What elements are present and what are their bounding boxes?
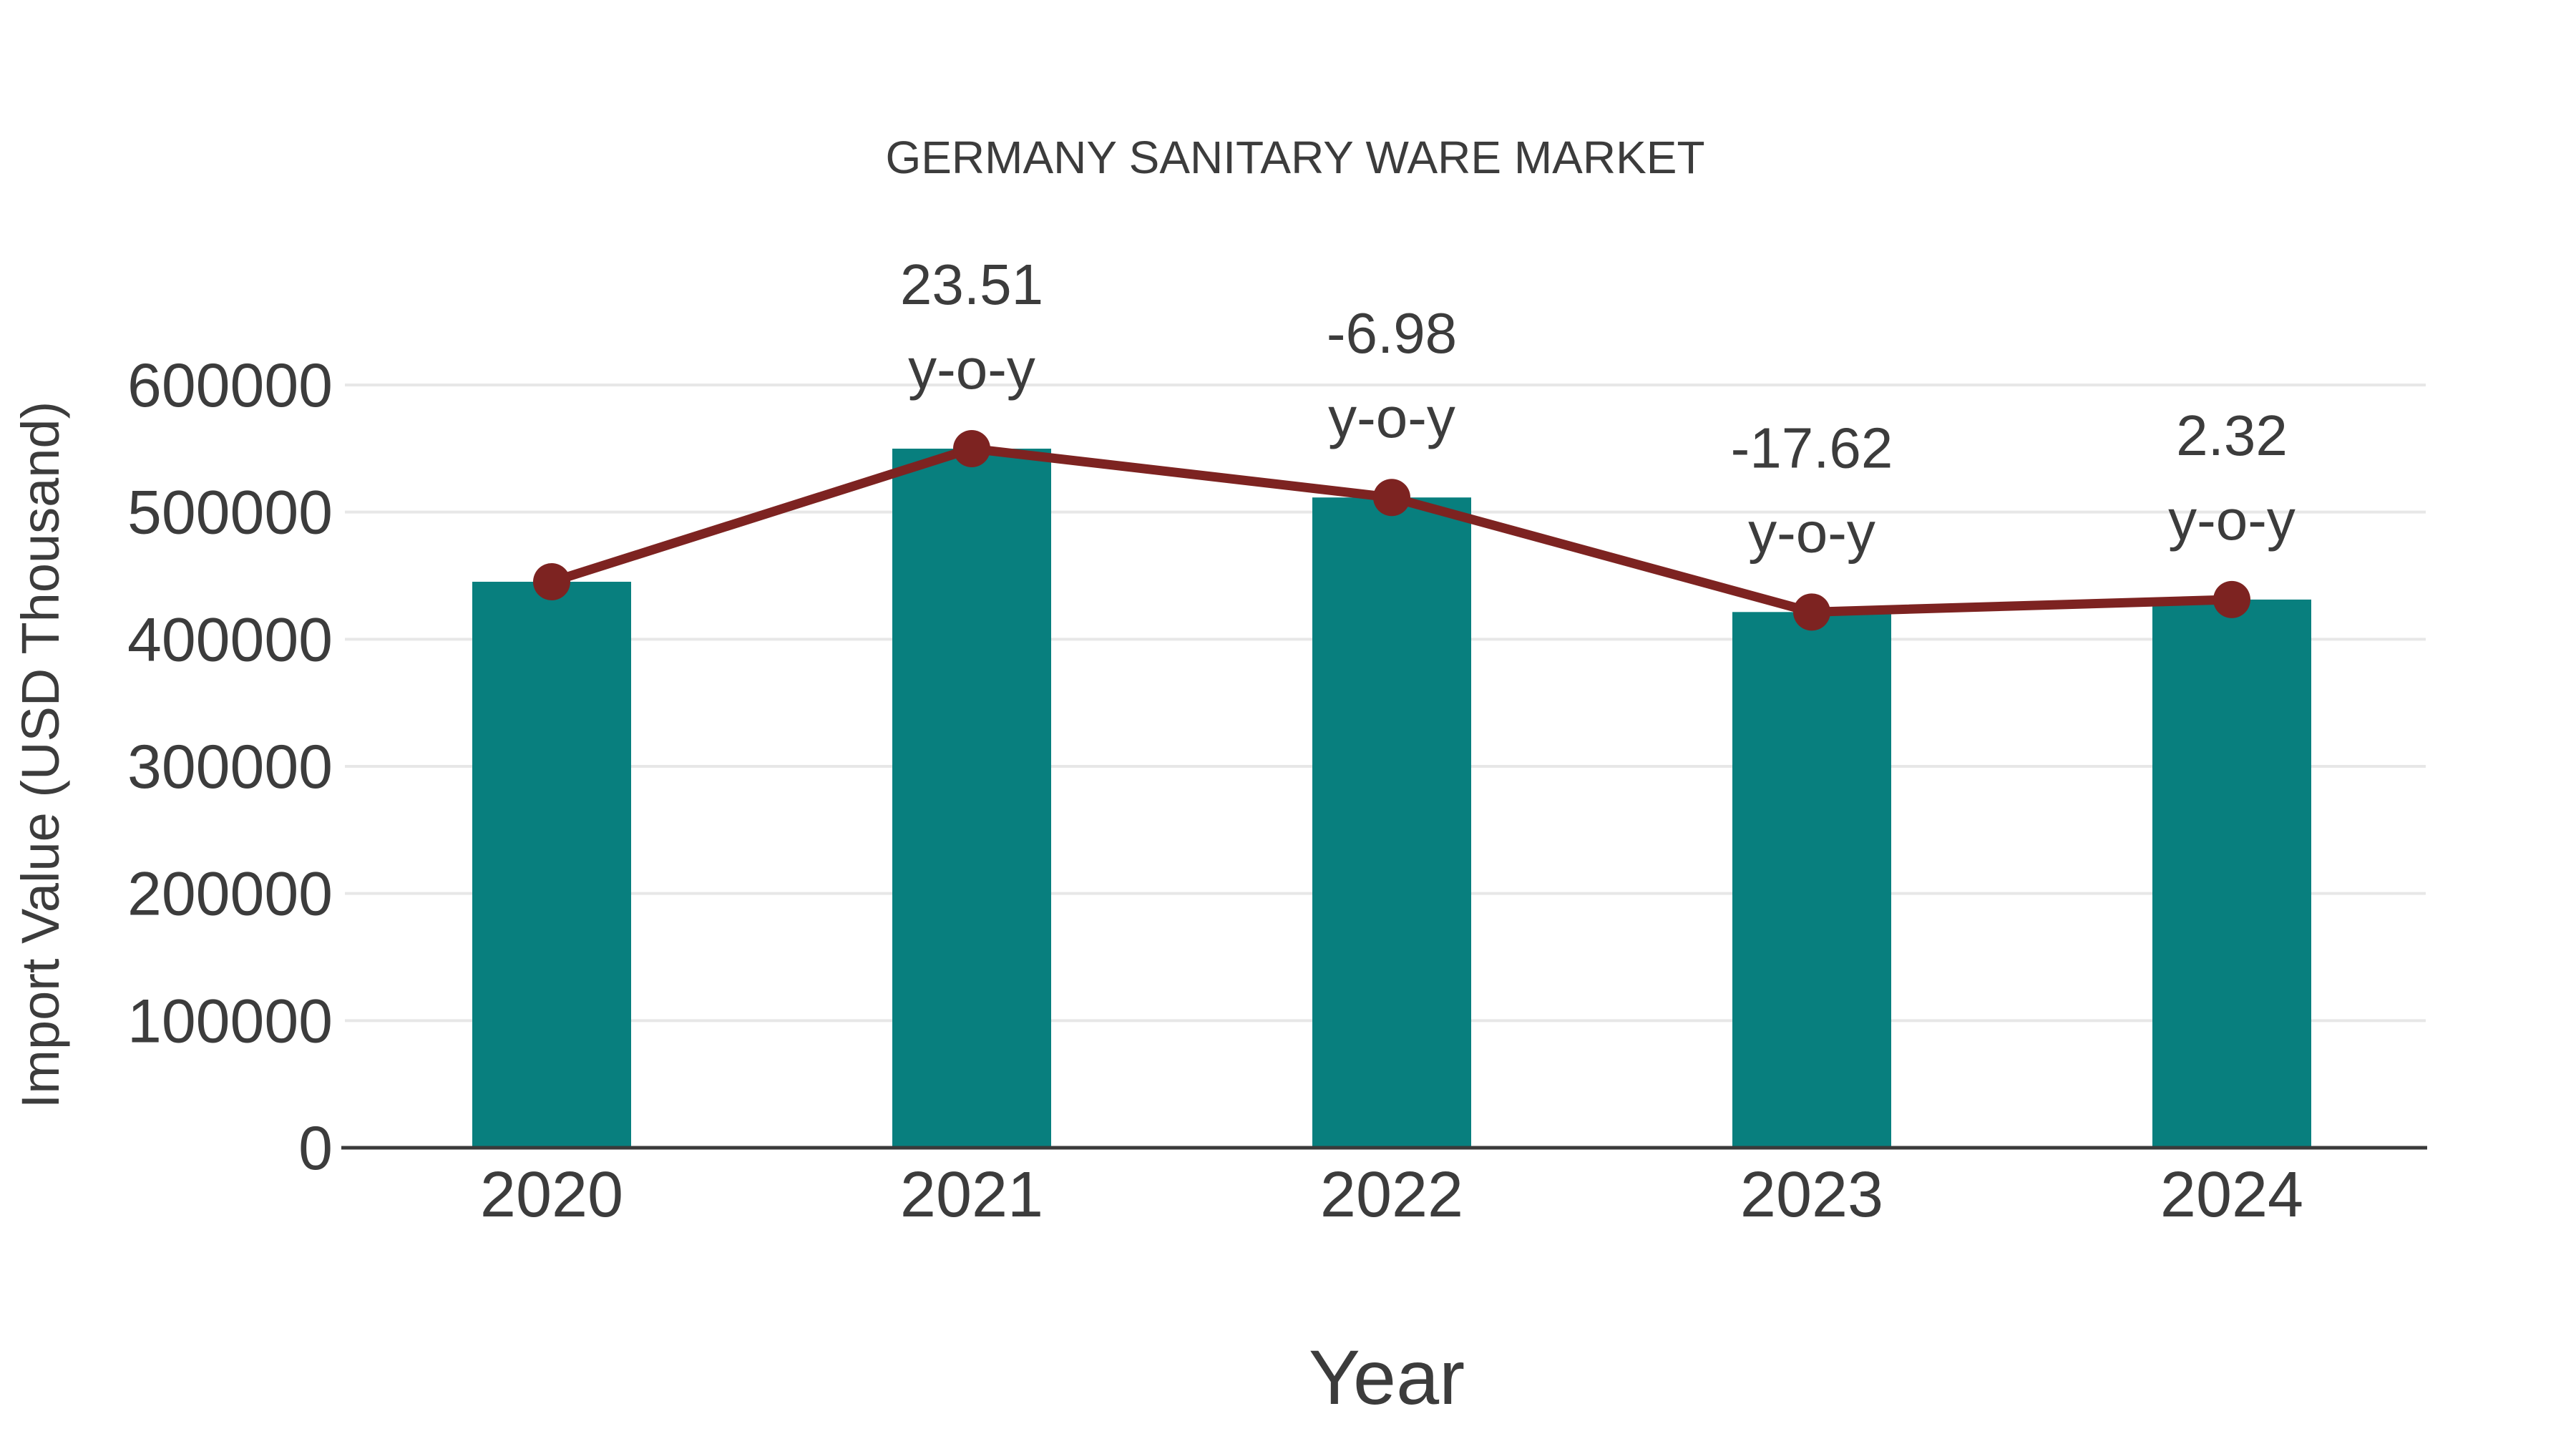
y-axis-title: Import Value (USD Thousand): [11, 401, 70, 1109]
x-tick-label-2020: 2020: [480, 1159, 623, 1231]
annotation-value-2022: -6.98: [1327, 301, 1457, 365]
bar-2021: [892, 449, 1051, 1148]
annotation-suffix-2024: y-o-y: [2168, 488, 2296, 552]
line-marker-2022: [1373, 479, 1410, 517]
y-tick-label-300000: 300000: [127, 733, 333, 801]
annotation-value-2023: -17.62: [1731, 416, 1893, 479]
line-series-group: [533, 430, 2250, 631]
chart-title: GERMANY SANITARY WARE MARKET: [885, 132, 1704, 183]
y-tick-label-200000: 200000: [127, 860, 333, 929]
y-tick-label-600000: 600000: [127, 351, 333, 420]
annotation-value-2021: 23.51: [900, 253, 1043, 316]
y-tick-label-400000: 400000: [127, 605, 333, 674]
x-tick-label-2024: 2024: [2160, 1159, 2303, 1231]
bar-2022: [1312, 497, 1471, 1148]
bar-2020: [472, 582, 631, 1148]
x-tick-label-2022: 2022: [1320, 1159, 1463, 1231]
bar-2024: [2152, 599, 2311, 1148]
annotation-value-2024: 2.32: [2176, 404, 2288, 467]
x-tick-labels-group: 2020 2021 2022 2023 2024: [480, 1159, 2303, 1231]
x-tick-label-2023: 2023: [1740, 1159, 1883, 1231]
line-marker-2021: [953, 430, 990, 468]
annotations-group: 23.51 y-o-y -6.98 y-o-y -17.62 y-o-y 2.32 y-o-y: [900, 253, 2296, 564]
annotation-suffix-2023: y-o-y: [1748, 500, 1875, 564]
bar-2023: [1732, 612, 1891, 1148]
annotation-suffix-2021: y-o-y: [908, 337, 1035, 401]
line-marker-2024: [2213, 580, 2250, 618]
bars-group: [472, 449, 2311, 1148]
x-tick-label-2021: 2021: [900, 1159, 1043, 1231]
annotation-suffix-2022: y-o-y: [1328, 386, 1455, 449]
line-marker-2020: [533, 563, 570, 601]
y-tick-label-100000: 100000: [127, 987, 333, 1055]
y-tick-label-0: 0: [298, 1114, 333, 1183]
y-tick-labels-group: 0 100000 200000 300000 400000 500000 600000: [127, 351, 333, 1183]
x-axis-title: Year: [1309, 1334, 1465, 1420]
y-tick-label-500000: 500000: [127, 479, 333, 547]
line-marker-2023: [1793, 593, 1830, 631]
